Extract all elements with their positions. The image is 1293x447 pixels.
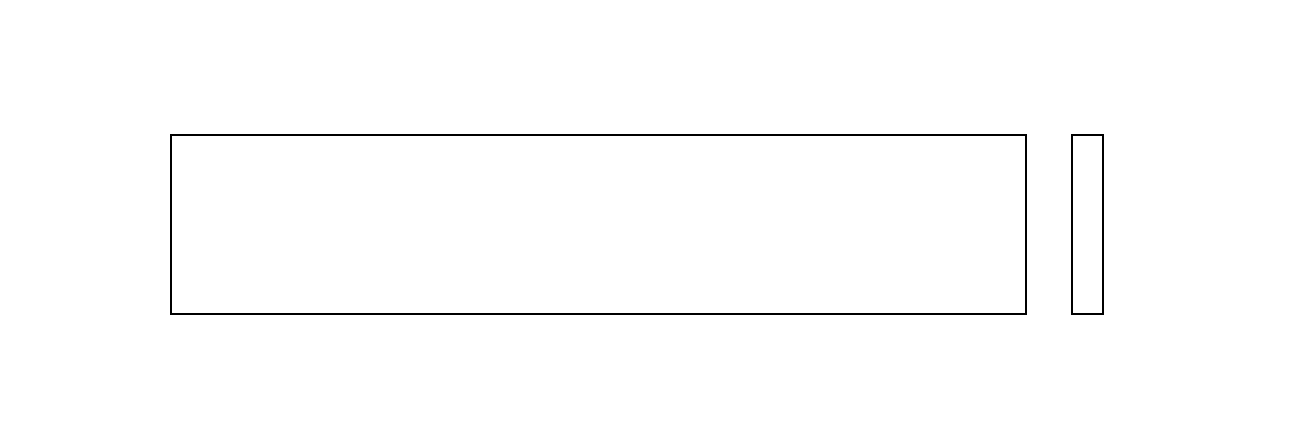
map-plot-area: [170, 134, 1027, 315]
legend-colorbar: [1071, 134, 1104, 315]
